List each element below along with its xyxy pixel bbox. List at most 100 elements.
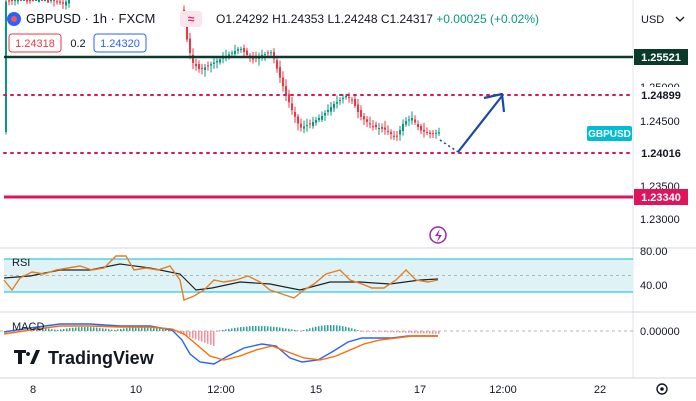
candle-body-80	[357, 104, 359, 112]
macd-hist-bar-126	[408, 331, 410, 333]
candle-body-18	[59, 1, 61, 3]
macd-hist-bar-63	[219, 330, 221, 332]
candle-body-95	[402, 124, 404, 131]
candle-body-61	[300, 123, 302, 128]
macd-hist-bar-115	[375, 331, 377, 332]
currency-dropdown[interactable]: USD	[641, 14, 685, 26]
x-tick-7: 22	[594, 384, 606, 396]
brand-logo[interactable]: TradingView	[14, 348, 155, 368]
candle-body-72	[333, 104, 335, 109]
projection-arrow-head	[483, 92, 506, 113]
macd-hist-bar-6	[48, 328, 50, 331]
candle-body-83	[366, 119, 368, 122]
lightning-icon[interactable]	[429, 226, 447, 244]
macd-hist-bar-96	[318, 326, 320, 331]
candle-body-39	[234, 50, 236, 54]
macd-hist-bar-117	[381, 331, 383, 332]
candle-body-106	[435, 132, 437, 134]
candle-body-85	[372, 126, 374, 128]
macd-hist-bar-57	[201, 331, 203, 342]
candle-body-14	[47, 0, 49, 3]
candle-body-87	[378, 128, 380, 129]
macd-hist-bar-62	[216, 331, 218, 332]
candle-body-1	[8, 0, 10, 2]
macd-hist-bar-17	[81, 327, 83, 331]
level-label-bg-3	[634, 145, 688, 161]
flag-icon-inner	[11, 16, 17, 22]
candle-body-12	[41, 0, 43, 1]
candle-body-69	[324, 113, 326, 116]
macd-hist-bar-127	[411, 331, 413, 333]
candle-body-86	[375, 124, 377, 128]
projection-dotted-segment	[439, 139, 459, 153]
candle-body-107	[438, 132, 440, 134]
buy-button[interactable]	[93, 33, 147, 53]
macd-hist-bar-124	[402, 331, 404, 333]
candle-body-13	[44, 0, 46, 1]
macd-hist-bar-73	[249, 326, 251, 331]
macd-hist-bar-60	[210, 331, 212, 345]
candle-body-81	[360, 110, 362, 117]
sell-button[interactable]	[8, 33, 62, 53]
macd-hist-bar-132	[426, 331, 428, 334]
candle-body-10	[35, 0, 37, 1]
macd-hist-bar-87	[291, 329, 293, 331]
candle-body-71	[330, 107, 332, 112]
candle-body-78	[351, 99, 353, 101]
macd-title[interactable]: MACD	[12, 321, 44, 333]
macd-hist-bar-106	[348, 327, 350, 331]
candle-body-5	[20, 0, 22, 1]
symbol-title[interactable]: GBPUSD · 1h · FXCM	[26, 11, 155, 26]
rsi-title[interactable]: RSI	[12, 257, 30, 269]
macd-hist-bar-66	[228, 328, 230, 331]
projection-arrow[interactable]	[439, 92, 506, 153]
macd-hist-bar-14	[72, 327, 74, 331]
candle-body-104	[429, 132, 431, 134]
trade-buttons: 1.24318 0.2 1.24320	[8, 33, 147, 53]
currency-label: USD	[641, 14, 664, 26]
x-tick-1: 8	[30, 384, 36, 396]
macd-hist-bar-56	[198, 331, 200, 341]
macd-hist-bar-103	[339, 325, 341, 331]
candle-body-42	[243, 47, 245, 52]
candle-body-34	[219, 59, 221, 63]
last-price-tag	[587, 126, 632, 141]
level-label-bg-4	[634, 189, 688, 205]
macd-hist-bar-71	[243, 326, 245, 331]
last-price-tag-label: GBPUSD	[588, 129, 631, 140]
macd-tick-1: 0.00000	[640, 326, 680, 338]
macd-hist-bar-32	[126, 328, 128, 331]
candle-body-19	[62, 2, 64, 4]
macd-hist-bar-92	[306, 329, 308, 331]
macd-hist-bar-33	[129, 327, 131, 331]
candle-body-63	[306, 125, 308, 127]
candle-body-33	[216, 60, 218, 63]
x-tick-2: 10	[130, 384, 142, 396]
macd-hist-bar-84	[282, 327, 284, 331]
candle-body-93	[396, 135, 398, 137]
candle-body-53	[276, 60, 278, 69]
candle-body-77	[348, 96, 350, 98]
macd-hist-bar-89	[297, 330, 299, 332]
candle-body-25	[192, 54, 194, 63]
candle-body-6	[23, 0, 25, 1]
macd-hist-bar-37	[141, 327, 143, 331]
macd-hist-bar-28	[114, 329, 116, 331]
rsi-tick-1: 80.00	[640, 246, 668, 258]
candle-body-52	[273, 52, 275, 59]
macd-hist-bar-70	[240, 327, 242, 331]
macd-hist-bar-16	[78, 327, 80, 331]
settings-gear-icon[interactable]	[656, 383, 668, 395]
macd-hist-bar-91	[303, 330, 305, 331]
candle-body-16	[53, 0, 55, 2]
candle-body-96	[405, 121, 407, 125]
candle-body-55	[282, 77, 284, 87]
macd-hist-bar-108	[354, 329, 356, 331]
market-status-badge[interactable]	[180, 11, 202, 27]
macd-hist-bar-109	[357, 330, 359, 331]
macd-hist-bar-67	[231, 328, 233, 331]
macd-line	[3, 323, 438, 365]
macd-hist-bar-58	[204, 331, 206, 343]
macd-hist-bar-39	[147, 327, 149, 331]
